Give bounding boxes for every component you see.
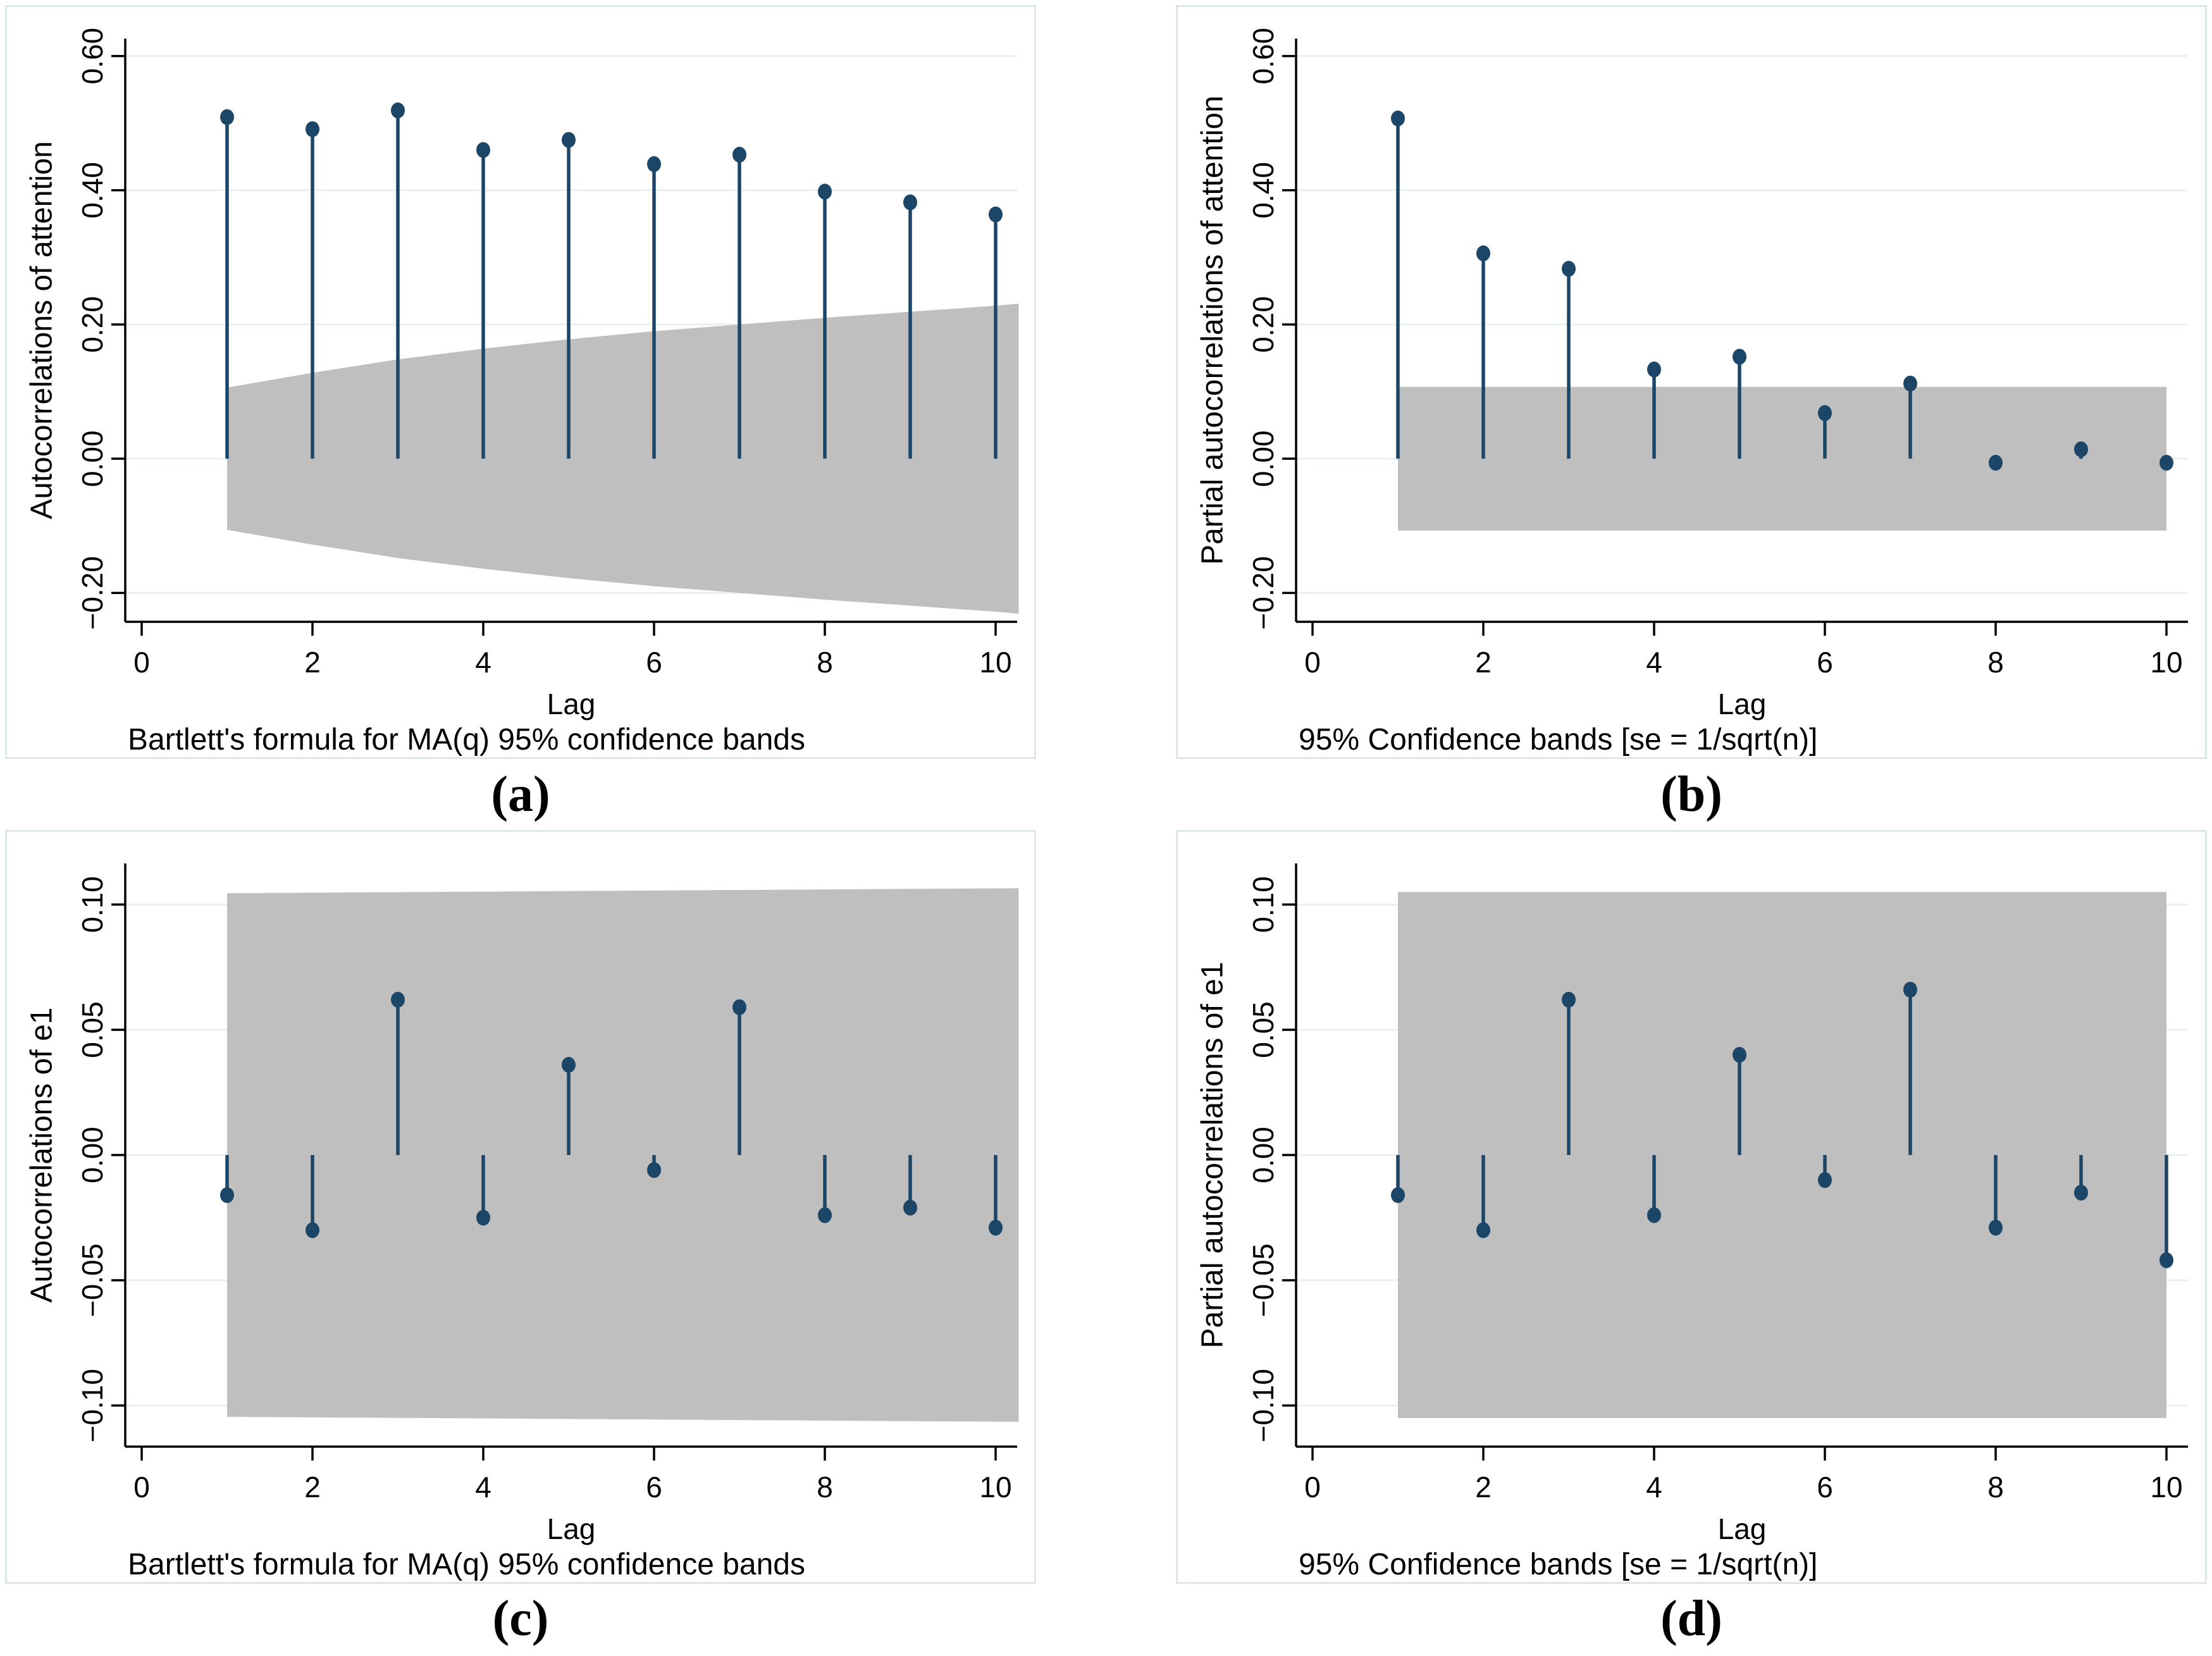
svg-text:0.20: 0.20	[76, 296, 109, 353]
svg-text:4: 4	[475, 646, 491, 679]
svg-text:Partial autocorrelations of e1: Partial autocorrelations of e1	[1196, 961, 1230, 1348]
panel-acf-attention: −0.20 0.00 0.20 0.40 0.60 0 2 4 6 8 10 Lag Autocorre…	[5, 5, 1036, 759]
pacf-e1-chart: −0.10 −0.05 0.00 0.05 0.10 0 2 4 6 8 10 Lag Partial …	[1196, 863, 2188, 1581]
svg-text:0: 0	[1304, 646, 1321, 679]
svg-text:0.00: 0.00	[76, 430, 109, 487]
svg-text:Lag: Lag	[1718, 688, 1767, 720]
svg-text:−0.20: −0.20	[1247, 556, 1280, 629]
svg-text:95% Confidence bands [se = 1/s: 95% Confidence bands [se = 1/sqrt(n)]	[1299, 1548, 1817, 1581]
svg-text:0.05: 0.05	[76, 1001, 109, 1058]
svg-text:−0.05: −0.05	[76, 1244, 109, 1317]
svg-text:Bartlett's formula for MA(q) 9: Bartlett's formula for MA(q) 95% confide…	[128, 1548, 805, 1581]
svg-text:Autocorrelations of attention: Autocorrelations of attention	[25, 141, 59, 519]
svg-text:10: 10	[2150, 646, 2182, 679]
svg-text:4: 4	[1646, 1471, 1662, 1504]
svg-text:4: 4	[1646, 646, 1662, 679]
svg-text:6: 6	[1817, 1471, 1833, 1504]
svg-text:0.05: 0.05	[1247, 1001, 1280, 1058]
svg-text:Bartlett's formula for MA(q) 9: Bartlett's formula for MA(q) 95% confide…	[128, 723, 805, 757]
svg-text:0.20: 0.20	[1247, 296, 1280, 353]
svg-text:0: 0	[1304, 1471, 1321, 1504]
svg-text:−0.10: −0.10	[76, 1369, 109, 1442]
svg-text:8: 8	[817, 1471, 833, 1504]
svg-text:0.40: 0.40	[1247, 162, 1280, 219]
panel-caption-a: (a)	[491, 766, 550, 822]
svg-text:2: 2	[1475, 1471, 1492, 1504]
svg-text:2: 2	[304, 1471, 321, 1504]
svg-text:−0.05: −0.05	[1247, 1244, 1280, 1317]
svg-text:6: 6	[646, 646, 662, 679]
panel-caption-d: (d)	[1660, 1590, 1722, 1647]
svg-text:Lag: Lag	[547, 1512, 596, 1545]
svg-text:8: 8	[1987, 1471, 2004, 1504]
svg-text:0.00: 0.00	[76, 1127, 109, 1183]
svg-text:95% Confidence bands [se = 1/s: 95% Confidence bands [se = 1/sqrt(n)]	[1299, 723, 1817, 757]
svg-text:0.10: 0.10	[76, 876, 109, 933]
svg-text:10: 10	[979, 1471, 1011, 1504]
svg-text:Lag: Lag	[547, 688, 596, 720]
svg-text:0: 0	[133, 646, 150, 679]
svg-text:0.00: 0.00	[1247, 430, 1280, 487]
svg-text:10: 10	[2150, 1471, 2182, 1504]
svg-text:8: 8	[817, 646, 833, 679]
panel-acf-e1: −0.10 −0.05 0.00 0.05 0.10 0 2 4 6 8 10 Lag Autocorr…	[5, 830, 1036, 1584]
svg-text:Partial autocorrelations of at: Partial autocorrelations of attention	[1196, 96, 1230, 565]
svg-text:−0.20: −0.20	[76, 556, 109, 629]
svg-text:6: 6	[1817, 646, 1833, 679]
svg-text:Lag: Lag	[1718, 1512, 1767, 1545]
svg-text:0: 0	[133, 1471, 150, 1504]
svg-text:4: 4	[475, 1471, 491, 1504]
svg-text:10: 10	[979, 646, 1011, 679]
acf-e1-chart: −0.10 −0.05 0.00 0.05 0.10 0 2 4 6 8 10 Lag Autocorr…	[25, 863, 1019, 1581]
svg-text:Autocorrelations of e1: Autocorrelations of e1	[25, 1008, 59, 1303]
svg-text:0.60: 0.60	[76, 28, 109, 85]
svg-text:0.60: 0.60	[1247, 28, 1280, 85]
svg-text:8: 8	[1987, 646, 2004, 679]
pacf-attention-chart: −0.20 0.00 0.20 0.40 0.60 0 2 4 6 8 10 Lag Partial a…	[1196, 28, 2188, 757]
svg-text:0.00: 0.00	[1247, 1127, 1280, 1183]
panel-pacf-attention: −0.20 0.00 0.20 0.40 0.60 0 2 4 6 8 10 Lag Partial a…	[1176, 5, 2207, 759]
panel-caption-c: (c)	[492, 1590, 549, 1647]
svg-text:0.10: 0.10	[1247, 876, 1280, 933]
svg-text:0.40: 0.40	[76, 162, 109, 219]
acf-attention-chart: −0.20 0.00 0.20 0.40 0.60 0 2 4 6 8 10 Lag Autocorre…	[25, 28, 1019, 757]
svg-text:2: 2	[1475, 646, 1492, 679]
panel-pacf-e1: −0.10 −0.05 0.00 0.05 0.10 0 2 4 6 8 10 Lag Partial …	[1176, 830, 2207, 1584]
svg-text:6: 6	[646, 1471, 662, 1504]
svg-text:−0.10: −0.10	[1247, 1369, 1280, 1442]
panel-caption-b: (b)	[1660, 766, 1722, 822]
svg-text:2: 2	[304, 646, 321, 679]
